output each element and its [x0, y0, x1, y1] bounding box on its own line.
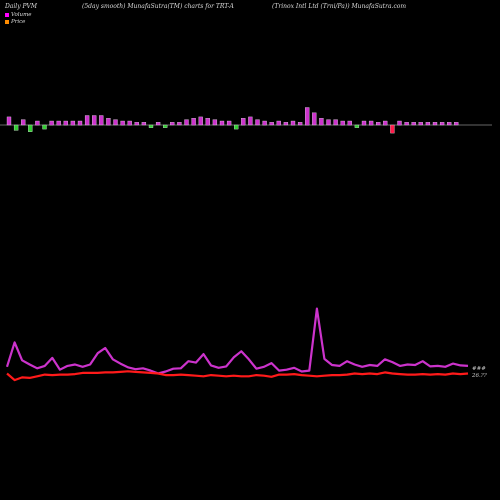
volume-bar [92, 115, 97, 126]
volume-bar [21, 119, 26, 126]
volume-bar [326, 119, 331, 126]
volume-bar [425, 122, 431, 126]
volume-bar [141, 122, 147, 126]
volume-bar [49, 120, 54, 126]
volume-bar [35, 120, 40, 126]
volume-bar [84, 115, 90, 126]
volume-bar [383, 120, 388, 126]
price-line [6, 370, 469, 382]
legend-price-swatch [5, 19, 9, 24]
legend-price-label: Price [11, 19, 26, 25]
volume-bar [120, 120, 125, 126]
legend-price: Price [5, 19, 25, 25]
volume-bar [226, 120, 232, 126]
volume-bar [163, 124, 168, 128]
volume-bar [113, 119, 118, 126]
volume-bar [404, 122, 409, 126]
volume-bars [6, 107, 459, 134]
volume-bar [28, 124, 33, 132]
volume-line [5, 307, 469, 375]
volume-bar [276, 120, 281, 126]
volume-bar [134, 122, 139, 126]
volume-bar [390, 124, 395, 134]
volume-bar [255, 119, 260, 126]
volume-bar [333, 119, 338, 126]
last-label-volume: ### [472, 366, 486, 372]
volume-bar [212, 119, 218, 126]
volume-bar [340, 120, 345, 126]
volume-bar [70, 120, 76, 126]
volume-bar [305, 107, 310, 126]
volume-bar [439, 122, 445, 126]
volume-bar [432, 122, 438, 126]
volume-bar [106, 118, 111, 126]
volume-bar [155, 122, 161, 126]
volume-bar [418, 122, 423, 126]
volume-bar [312, 112, 317, 126]
volume-bar [368, 120, 374, 126]
volume-bar [191, 118, 196, 126]
volume-bar [347, 120, 352, 126]
volume-bar [63, 120, 68, 126]
volume-bar [13, 124, 19, 131]
volume-bar [354, 124, 360, 128]
volume-bar [269, 122, 274, 126]
legend-volume-swatch [5, 12, 9, 17]
volume-bar [170, 122, 175, 126]
volume-bar [127, 120, 132, 126]
volume-bar [234, 124, 239, 130]
volume-bar [148, 124, 154, 128]
volume-bar [241, 118, 246, 126]
volume-bar [177, 122, 182, 126]
volume-bar [319, 118, 324, 126]
chart-title-left: Daily PVM [5, 3, 38, 10]
volume-bar [454, 122, 459, 126]
volume-bar [290, 120, 296, 126]
volume-bar [198, 116, 203, 126]
volume-bar [99, 115, 104, 126]
volume-bar [56, 120, 61, 126]
volume-bar [447, 122, 452, 126]
volume-bar [283, 122, 289, 126]
legend-volume-label: Volume [11, 12, 32, 18]
volume-bar [297, 122, 303, 126]
chart-title-middle: (5day smooth) MunafaSutra(TM) charts for… [82, 3, 234, 10]
legend-volume: Volume [5, 12, 32, 18]
volume-bar [219, 120, 225, 126]
volume-bar [42, 124, 47, 130]
volume-bar [411, 122, 416, 126]
volume-bar [397, 120, 402, 126]
volume-bar [184, 119, 189, 126]
volume-bar [205, 118, 210, 126]
volume-bar [77, 120, 83, 126]
volume-bar [6, 116, 12, 126]
volume-bar [262, 120, 267, 126]
last-label-price: 26.?? [471, 373, 487, 379]
chart-title-right: (Trinox Intl Ltd (Trni/Pa)) MunafaSutra.… [272, 3, 407, 10]
volume-bar [361, 120, 367, 126]
volume-bar [248, 116, 253, 126]
volume-bar [376, 122, 381, 126]
